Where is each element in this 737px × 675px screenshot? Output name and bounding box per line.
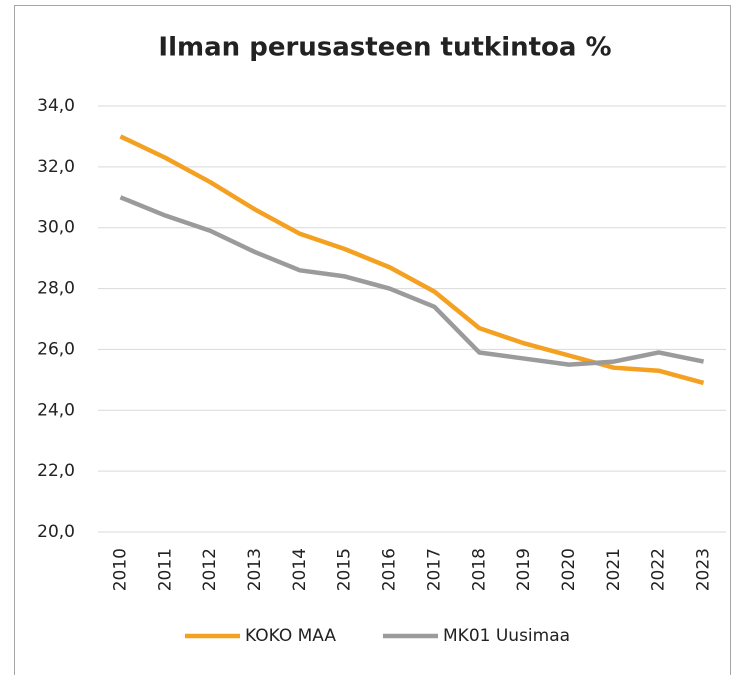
x-tick-label: 2011 (155, 548, 175, 591)
y-tick-label: 34,0 (37, 96, 75, 116)
y-tick-label: 30,0 (37, 218, 75, 238)
y-tick-label: 26,0 (37, 339, 75, 359)
x-tick-label: 2021 (604, 548, 624, 591)
x-tick-label: 2016 (380, 548, 400, 591)
y-tick-label: 32,0 (37, 157, 75, 177)
x-tick-label: 2014 (290, 548, 310, 591)
legend-label: KOKO MAA (245, 626, 336, 646)
y-tick-label: 22,0 (37, 461, 75, 481)
legend-label: MK01 Uusimaa (443, 626, 570, 646)
chart-title: Ilman perusasteen tutkintoa % (158, 33, 611, 63)
chart-frame (14, 5, 731, 675)
x-tick-label: 2010 (110, 548, 130, 591)
x-tick-label: 2012 (200, 548, 220, 591)
series-line (119, 195, 705, 367)
x-tick-label: 2015 (335, 548, 355, 591)
x-tick-label: 2018 (469, 548, 489, 591)
y-tick-label: 20,0 (37, 522, 75, 542)
y-tick-label: 28,0 (37, 279, 75, 299)
x-tick-label: 2013 (245, 548, 265, 591)
x-tick-label: 2019 (514, 548, 534, 591)
y-tick-label: 24,0 (37, 400, 75, 420)
x-tick-label: 2022 (649, 548, 669, 591)
x-tick-label: 2017 (424, 548, 444, 591)
series-line (119, 134, 705, 386)
x-tick-label: 2020 (559, 548, 579, 591)
x-tick-label: 2023 (694, 548, 714, 591)
